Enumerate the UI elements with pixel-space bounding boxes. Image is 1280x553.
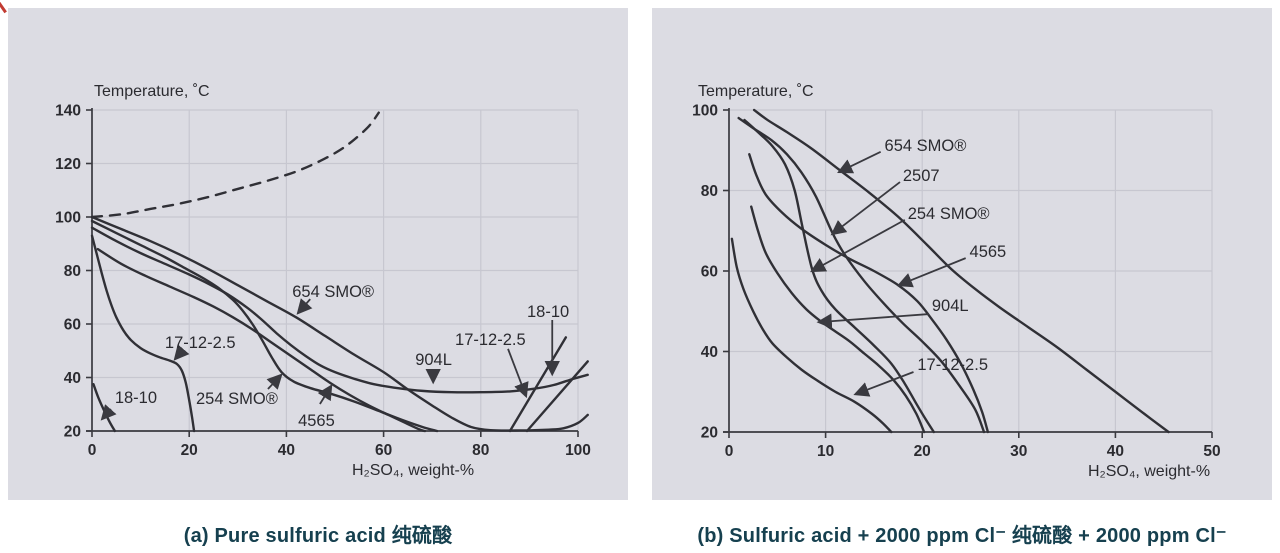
curve-17-12-2-5-right (525, 360, 589, 433)
label-arrow-17-12-2-5 (173, 344, 190, 361)
panel-sulfuric-acid-chloride: 0 10 20 30 40 50 20 40 60 80 100 654 SMO® 2507 254 SM… (652, 8, 1272, 500)
curve-label-18-10: 18-10 (115, 389, 157, 407)
y-tick-label: 60 (701, 264, 718, 281)
curve-654-smo (90, 215, 589, 432)
panel-pure-sulfuric-acid: 0 20 40 60 80 100 20 40 60 80 100 120 140 654 SMO® 17-… (8, 8, 628, 500)
x-tick-label: 0 (725, 443, 734, 460)
label-arrow-654-smo (837, 151, 882, 174)
curve-label-18-10: 18-10 (527, 303, 569, 321)
y-tick-label: 60 (64, 317, 81, 334)
label-arrow-904l (816, 313, 930, 329)
y-axis-title: Temperature, ˚C (94, 83, 210, 100)
label-arrow-4565 (317, 384, 333, 405)
x-tick-label: 10 (817, 443, 834, 460)
x-tick-label: 30 (1010, 443, 1027, 460)
y-tick-label: 100 (692, 103, 718, 120)
curve-2507 (737, 116, 986, 434)
curve-label-254-smo: 254 SMO® (908, 205, 990, 223)
curve-label-2507: 2507 (903, 167, 940, 185)
curve-label-4565: 4565 (970, 243, 1007, 261)
curve-label-904l: 904L (415, 351, 452, 369)
curve-18-10-left (92, 382, 117, 433)
x-tick-label: 40 (1107, 443, 1124, 460)
label-arrow-17-12-2-5 (853, 371, 914, 397)
curve-4565 (748, 153, 990, 434)
y-tick-label: 140 (55, 103, 81, 120)
x-tick-label: 100 (565, 442, 591, 459)
curve-label-17-12-2-5: 17-12-2.5 (165, 334, 236, 352)
x-tick-label: 60 (375, 442, 392, 459)
x-tick-label: 20 (914, 443, 931, 460)
curve-4565 (96, 247, 427, 433)
curve-904l (750, 205, 926, 434)
curve-label-4565: 4565 (298, 412, 335, 430)
x-tick-label: 40 (278, 442, 295, 459)
curve-654-smo (752, 108, 1170, 434)
caption-pure-sulfuric-acid: (a) Pure sulfuric acid 纯硫酸 (183, 525, 453, 547)
caption-sulfuric-acid-chloride: (b) Sulfuric acid + 2000 ppm Cl⁻ 纯硫酸 + 2… (697, 525, 1227, 547)
corner-artifact-mark (0, 0, 7, 14)
curve-dashed-boiling-curve (90, 111, 380, 219)
y-tick-label: 80 (701, 183, 718, 200)
curve-label-654-smo: 654 SMO® (885, 137, 967, 155)
x-tick-label: 0 (88, 442, 97, 459)
y-tick-label: 80 (64, 263, 81, 280)
x-axis-title: H₂SO₄, weight-% (352, 462, 474, 479)
y-tick-label: 20 (64, 424, 81, 441)
label-arrow-2507 (830, 181, 901, 236)
y-tick-label: 40 (64, 370, 81, 387)
curve-label-904l: 904L (932, 297, 969, 315)
x-axis-title: H₂SO₄, weight-% (1088, 463, 1210, 480)
y-tick-label: 40 (701, 344, 718, 361)
chart-pure-sulfuric-acid: 0 20 40 60 80 100 20 40 60 80 100 120 140 654 SMO® 17-… (55, 83, 591, 479)
curve-904l (90, 226, 589, 394)
curve-254-smo (743, 118, 935, 434)
label-arrow-4565 (896, 257, 967, 288)
y-axis-title: Temperature, ˚C (698, 83, 814, 100)
x-tick-label: 50 (1203, 443, 1220, 460)
x-tick-label: 80 (472, 442, 489, 459)
curve-18-10-right (508, 336, 568, 433)
label-arrow-254-smo (266, 373, 283, 390)
y-tick-label: 120 (55, 156, 81, 173)
curve-label-254-smo: 254 SMO® (196, 390, 278, 408)
label-arrow-18-10 (100, 404, 117, 421)
label-arrow-254-smo (810, 219, 906, 273)
y-tick-label: 100 (55, 210, 81, 227)
chart-sulfuric-acid-chloride: 0 10 20 30 40 50 20 40 60 80 100 654 SMO® 2507 254 SM… (692, 83, 1221, 480)
curve-label-654-smo: 654 SMO® (292, 283, 374, 301)
x-tick-label: 20 (181, 442, 198, 459)
label-arrow-654-smo (296, 298, 313, 315)
curve-17-12-2-5 (730, 237, 893, 434)
curve-17-12-2-5-left (90, 234, 196, 433)
curve-label-17-12-2-5: 17-12-2.5 (917, 356, 988, 374)
curve-label-17-12-2-5: 17-12-2.5 (455, 331, 526, 349)
label-arrow-17-12-2-5 (507, 348, 529, 399)
y-tick-label: 20 (701, 425, 718, 442)
